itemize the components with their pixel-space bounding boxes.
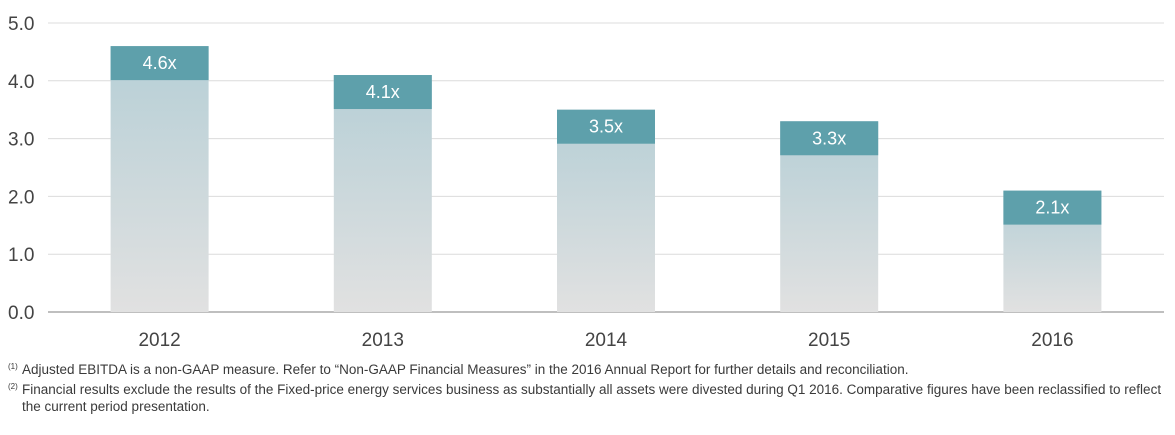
x-category-label: 2016 [1031,330,1073,350]
footnote-1-mark: (1) [8,362,18,371]
y-tick-label: 4.0 [8,72,34,93]
footnote-2-mark: (2) [8,382,18,391]
data-label-2016: 2.1x [1035,198,1069,218]
y-tick-label: 2.0 [8,187,34,208]
data-label-box-2012 [110,46,209,81]
footnote-2: (2) Financial results exclude the result… [8,381,1163,415]
y-tick-label: 5.0 [8,14,34,35]
y-tick-label: 3.0 [8,130,34,151]
footnote-1: (1) Adjusted EBITDA is a non-GAAP measur… [8,361,1163,378]
x-category-label: 2014 [585,330,628,350]
data-label-box-2013 [333,75,432,110]
bar-2012 [110,46,209,313]
data-label-box-2014 [557,109,655,144]
x-axis-categories: 2012 2013 2014 2015 2016 [138,330,1073,350]
bar-2013 [333,75,432,313]
data-label-box-2015 [780,121,879,156]
x-category-label: 2012 [138,330,180,350]
x-category-label: 2013 [362,330,404,350]
footnote-2-text: Financial results exclude the results of… [22,382,1162,414]
y-tick-label: 0.0 [8,303,34,324]
data-label-2014: 3.5x [589,117,623,137]
bars: 4.6x 4.1x 3.5x 3.3x 2.1x [110,46,1102,313]
x-category-label: 2015 [808,330,850,350]
footnote-1-text: Adjusted EBITDA is a non-GAAP measure. R… [22,362,909,377]
y-axis-ticks: 0.0 1.0 2.0 3.0 4.0 5.0 [8,14,34,324]
data-label-2012: 4.6x [143,53,177,73]
y-tick-label: 1.0 [8,245,34,266]
bar-chart: 0.01.02.03.04.05.0 4.6x4.1x3.5x3.3x2.1x … [8,14,1164,350]
data-label-2013: 4.1x [366,82,400,102]
data-label-box-2016 [1003,190,1102,225]
data-label-2015: 3.3x [812,128,846,148]
footnotes: (1) Adjusted EBITDA is a non-GAAP measur… [8,361,1163,418]
